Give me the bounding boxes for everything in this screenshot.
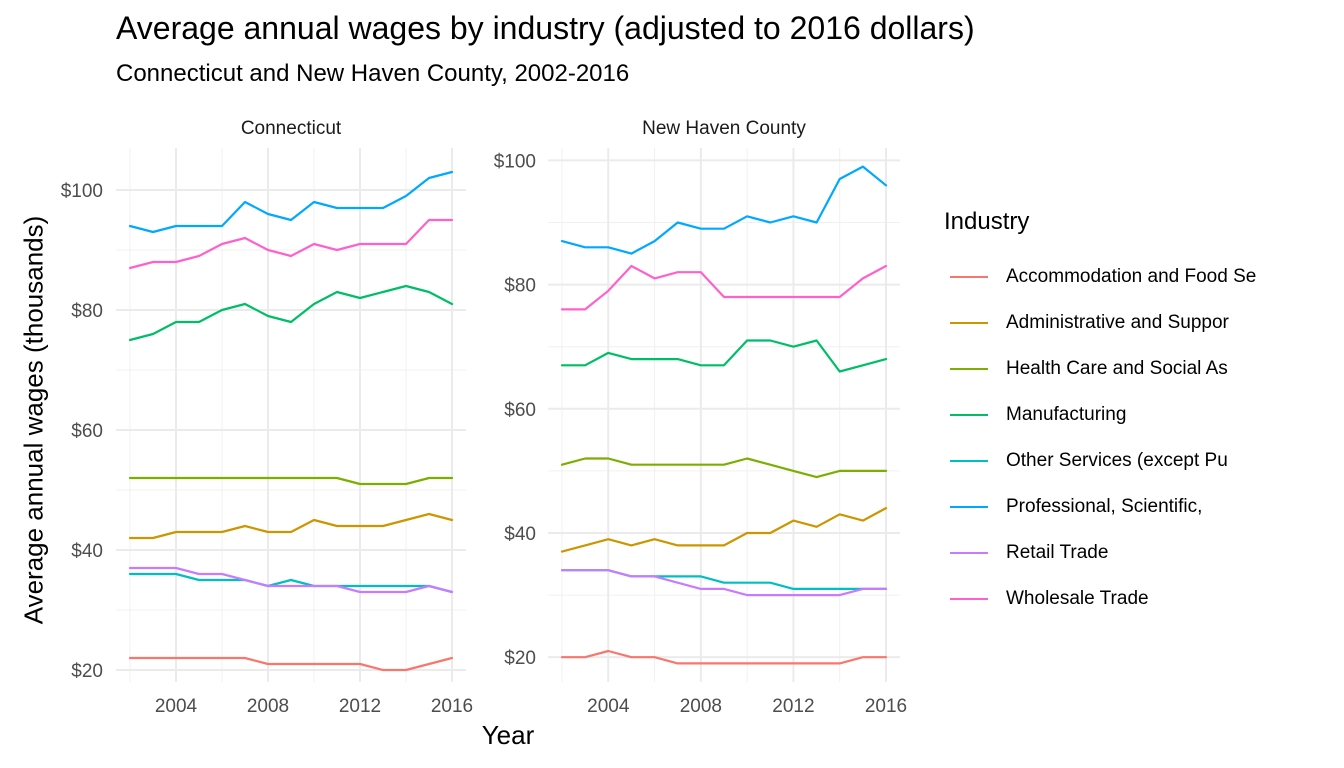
x-tick-label: 2004 — [155, 696, 198, 717]
x-tick-label: 2008 — [680, 696, 722, 717]
y-tick-label: $100 — [61, 181, 103, 202]
x-tick-label: 2016 — [431, 696, 473, 717]
legend-label: Manufacturing — [1006, 404, 1127, 425]
legend-key-line — [950, 460, 988, 462]
legend-key-line — [950, 322, 988, 324]
legend-item: Professional, Scientific, — [944, 484, 1256, 530]
series-line-accommodation-and-food-se — [128, 656, 454, 672]
legend-key-line — [950, 368, 988, 370]
legend-label: Retail Trade — [1006, 542, 1109, 563]
series-line-retail-trade — [128, 566, 454, 594]
legend-label: Other Services (except Pu — [1006, 450, 1228, 471]
series-line-professional-scientific — [560, 165, 888, 255]
legend-item: Accommodation and Food Se — [944, 254, 1256, 300]
legend-item: Health Care and Social As — [944, 346, 1256, 392]
legend-item: Retail Trade — [944, 530, 1256, 576]
series-line-administrative-and-suppor — [560, 507, 888, 553]
x-tick-label: 2012 — [772, 696, 814, 717]
facet-label: New Haven County — [642, 118, 806, 139]
series-line-health-care-and-social-as — [128, 476, 454, 486]
legend-key-line — [950, 552, 988, 554]
legend-key-line — [950, 414, 988, 416]
series-line-accommodation-and-food-se — [560, 649, 888, 665]
series-line-manufacturing — [560, 339, 888, 373]
y-tick-label: $80 — [504, 276, 536, 297]
series-line-retail-trade — [560, 569, 888, 597]
legend-item: Other Services (except Pu — [944, 438, 1256, 484]
y-tick-label: $80 — [71, 301, 103, 322]
series-line-other-services-except-pu — [560, 569, 888, 591]
legend-label: Health Care and Social As — [1006, 358, 1228, 379]
series-line-manufacturing — [128, 284, 454, 342]
x-tick-label: 2012 — [339, 696, 381, 717]
series-line-health-care-and-social-as — [560, 457, 888, 479]
legend-item: Manufacturing — [944, 392, 1256, 438]
y-tick-label: $40 — [504, 524, 536, 545]
legend-title: Industry — [944, 208, 1030, 235]
x-tick-label: 2016 — [865, 696, 907, 717]
legend-label: Administrative and Suppor — [1006, 312, 1229, 333]
facet-label: Connecticut — [241, 118, 342, 139]
legend-item: Administrative and Suppor — [944, 300, 1256, 346]
series-line-professional-scientific — [128, 170, 454, 234]
legend-key-line — [950, 276, 988, 278]
legend-label: Professional, Scientific, — [1006, 496, 1203, 517]
legend-key-line — [950, 506, 988, 508]
chart-subtitle: Connecticut and New Haven County, 2002-2… — [116, 60, 630, 87]
legend: Industry Accommodation and Food Se Admini… — [944, 208, 1256, 622]
y-tick-label: $100 — [494, 151, 536, 172]
series-line-other-services-except-pu — [128, 572, 454, 594]
legend-item: Wholesale Trade — [944, 576, 1256, 622]
x-tick-label: 2004 — [587, 696, 630, 717]
x-tick-label: 2008 — [247, 696, 289, 717]
chart-title: Average annual wages by industry (adjust… — [116, 10, 975, 46]
legend-label: Wholesale Trade — [1006, 588, 1149, 609]
y-tick-label: $60 — [504, 400, 536, 421]
series-line-administrative-and-suppor — [128, 512, 454, 540]
y-tick-label: $20 — [504, 648, 536, 669]
series-line-wholesale-trade — [128, 218, 454, 270]
y-tick-label: $40 — [71, 541, 103, 562]
legend-key-line — [950, 598, 988, 600]
legend-label: Accommodation and Food Se — [1006, 266, 1257, 287]
y-tick-label: $20 — [71, 661, 103, 682]
x-axis-label: Year — [481, 720, 535, 750]
series-line-wholesale-trade — [560, 264, 888, 311]
y-tick-label: $60 — [71, 421, 103, 442]
